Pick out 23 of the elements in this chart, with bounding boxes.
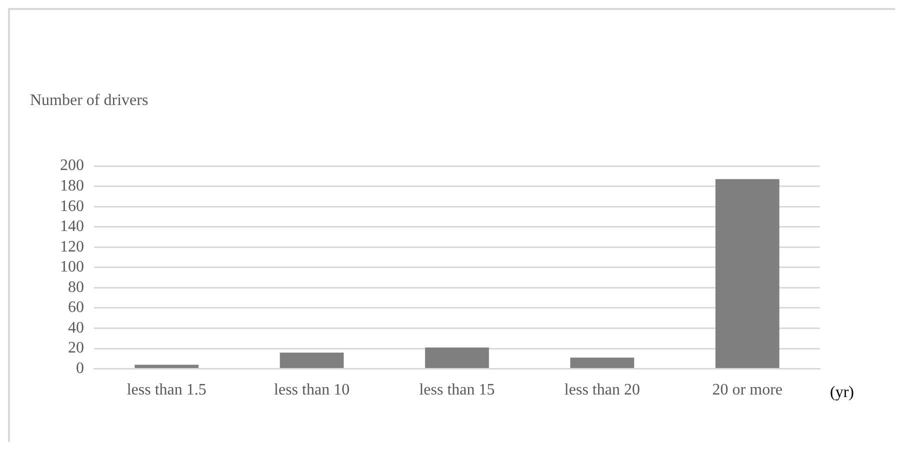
bar <box>134 364 199 368</box>
y-tick-label: 100 <box>60 258 84 276</box>
y-tick-label: 80 <box>68 278 84 296</box>
y-tick-label: 160 <box>60 198 84 215</box>
y-tick-label: 0 <box>76 360 84 378</box>
x-tick-label: less than 20 <box>564 382 640 399</box>
y-tick-label: 140 <box>60 218 84 236</box>
y-tick-label: 20 <box>68 340 84 357</box>
y-tick-label: 60 <box>68 299 84 316</box>
x-tick-label: 20 or more <box>712 382 782 399</box>
y-tick-label: 200 <box>60 157 84 174</box>
bar <box>715 179 780 368</box>
y-tick-label: 180 <box>60 177 84 194</box>
x-tick-label: less than 15 <box>419 382 495 399</box>
bar <box>280 352 344 368</box>
y-tick-label: 120 <box>60 238 84 256</box>
x-tick-label: less than 1.5 <box>126 382 206 399</box>
bar <box>570 358 634 368</box>
y-tick-label: 40 <box>68 319 84 336</box>
x-tick-label: less than 10 <box>274 382 350 399</box>
bar <box>425 348 489 368</box>
y-axis-title: Number of drivers <box>30 92 148 110</box>
x-axis-title: (yr) <box>830 384 854 402</box>
